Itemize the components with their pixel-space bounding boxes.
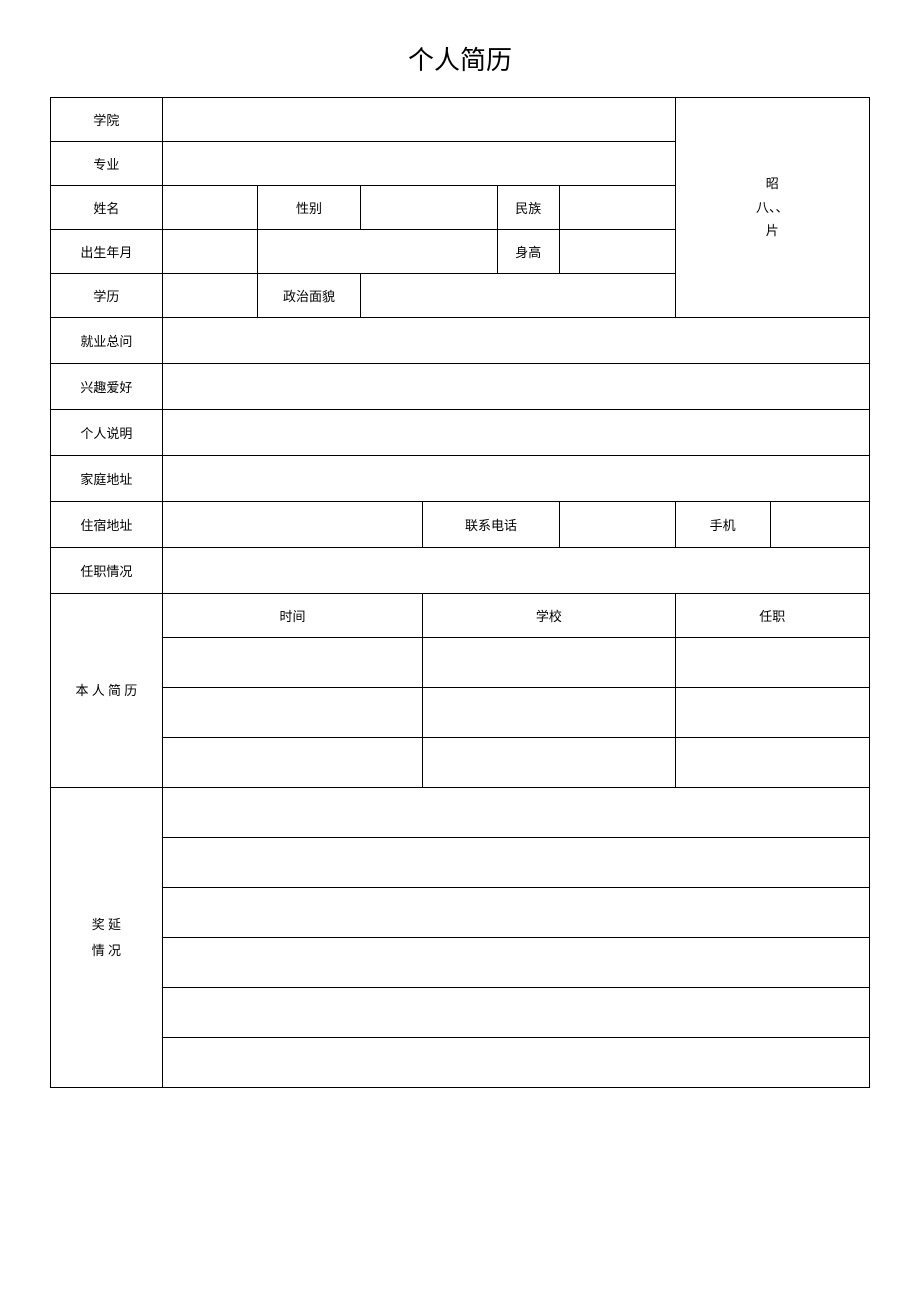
label-dorm-address: 住宿地址 <box>51 502 163 548</box>
history-school-0[interactable] <box>423 638 675 688</box>
value-personal-statement[interactable] <box>162 410 869 456</box>
value-height[interactable] <box>559 230 675 274</box>
history-position-0[interactable] <box>675 638 869 688</box>
label-history-school: 学校 <box>423 594 675 638</box>
label-name: 姓名 <box>51 186 163 230</box>
photo-text-3: 片 <box>678 219 867 242</box>
value-position-status[interactable] <box>162 548 869 594</box>
label-history-time: 时间 <box>162 594 423 638</box>
awards-0[interactable] <box>162 788 869 838</box>
history-school-2[interactable] <box>423 738 675 788</box>
label-position-status: 任职情况 <box>51 548 163 594</box>
awards-4[interactable] <box>162 988 869 1038</box>
label-education: 学历 <box>51 274 163 318</box>
label-awards: 奖 延 情 况 <box>51 788 163 1088</box>
label-employment-summary: 就业总问 <box>51 318 163 364</box>
awards-2[interactable] <box>162 888 869 938</box>
value-home-address[interactable] <box>162 456 869 502</box>
photo-placeholder: 昭 八、、 片 <box>675 98 869 318</box>
resume-table: 学院 昭 八、、 片 专业 姓名 性别 民族 出生年月 身高 学历 政治面貌 <box>50 97 870 1088</box>
value-dorm-address[interactable] <box>162 502 423 548</box>
value-education[interactable] <box>162 274 257 318</box>
value-hobbies[interactable] <box>162 364 869 410</box>
value-mobile[interactable] <box>770 502 869 548</box>
label-mobile: 手机 <box>675 502 770 548</box>
label-college: 学院 <box>51 98 163 142</box>
awards-1[interactable] <box>162 838 869 888</box>
history-position-1[interactable] <box>675 688 869 738</box>
value-gender[interactable] <box>361 186 497 230</box>
awards-5[interactable] <box>162 1038 869 1088</box>
label-contact-phone: 联系电话 <box>423 502 559 548</box>
photo-text-2: 八、、 <box>678 196 867 219</box>
history-time-2[interactable] <box>162 738 423 788</box>
label-personal-statement: 个人说明 <box>51 410 163 456</box>
label-hobbies: 兴趣爱好 <box>51 364 163 410</box>
awards-3[interactable] <box>162 938 869 988</box>
label-home-address: 家庭地址 <box>51 456 163 502</box>
label-height: 身高 <box>497 230 559 274</box>
value-major[interactable] <box>162 142 675 186</box>
history-school-1[interactable] <box>423 688 675 738</box>
value-contact-phone[interactable] <box>559 502 675 548</box>
value-ethnicity[interactable] <box>559 186 675 230</box>
label-political-status: 政治面貌 <box>257 274 360 318</box>
value-political-status[interactable] <box>361 274 675 318</box>
history-time-0[interactable] <box>162 638 423 688</box>
history-time-1[interactable] <box>162 688 423 738</box>
value-birth-extra[interactable] <box>257 230 497 274</box>
label-gender: 性别 <box>257 186 360 230</box>
label-birth-date: 出生年月 <box>51 230 163 274</box>
value-employment-summary[interactable] <box>162 318 869 364</box>
value-name[interactable] <box>162 186 257 230</box>
awards-line2: 情 况 <box>53 938 160 964</box>
label-history-position: 任职 <box>675 594 869 638</box>
label-ethnicity: 民族 <box>497 186 559 230</box>
history-position-2[interactable] <box>675 738 869 788</box>
page-title: 个人简历 <box>50 40 870 77</box>
photo-text-1: 昭 <box>678 172 867 195</box>
label-major: 专业 <box>51 142 163 186</box>
value-college[interactable] <box>162 98 675 142</box>
label-personal-history: 本 人 简 历 <box>51 594 163 788</box>
value-birth-date[interactable] <box>162 230 257 274</box>
awards-line1: 奖 延 <box>53 912 160 938</box>
